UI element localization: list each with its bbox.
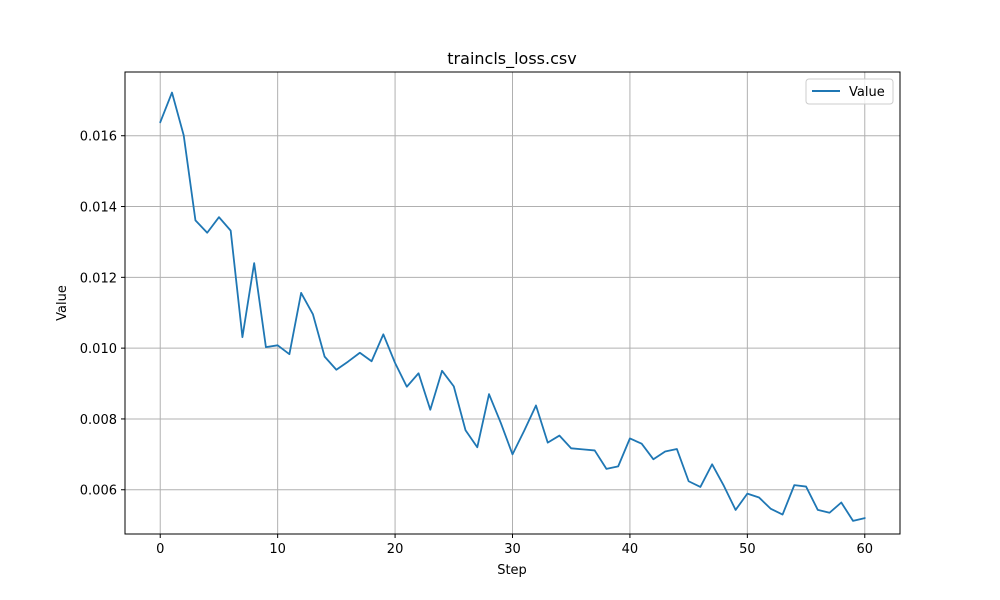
x-tick-label: 0 xyxy=(156,542,164,557)
series-layer xyxy=(159,91,866,522)
chart-title: traincls_loss.csv xyxy=(447,49,576,69)
x-tick-label: 30 xyxy=(504,542,521,557)
x-tick-label: 50 xyxy=(739,542,756,557)
x-tick-label: 40 xyxy=(622,542,639,557)
y-tick-label: 0.012 xyxy=(80,271,117,286)
legend-label: Value xyxy=(849,85,885,100)
y-axis: 0.006 0.008 0.010 0.012 0.014 0.016 xyxy=(80,130,125,499)
x-tick-label: 60 xyxy=(856,542,873,557)
grid xyxy=(125,72,900,534)
series-line-value xyxy=(159,91,866,522)
x-axis: 0 10 20 30 40 50 60 xyxy=(156,534,873,557)
y-tick-label: 0.014 xyxy=(80,201,117,216)
legend: Value xyxy=(805,78,894,105)
legend-box xyxy=(805,78,894,105)
x-tick-label: 20 xyxy=(387,542,404,557)
x-tick-label: 10 xyxy=(269,542,286,557)
x-axis-label: Step xyxy=(497,563,527,578)
y-axis-label: Value xyxy=(55,285,70,321)
y-tick-label: 0.006 xyxy=(80,484,117,499)
y-tick-label: 0.016 xyxy=(80,130,117,145)
y-tick-label: 0.010 xyxy=(80,342,117,357)
y-tick-label: 0.008 xyxy=(80,413,117,428)
